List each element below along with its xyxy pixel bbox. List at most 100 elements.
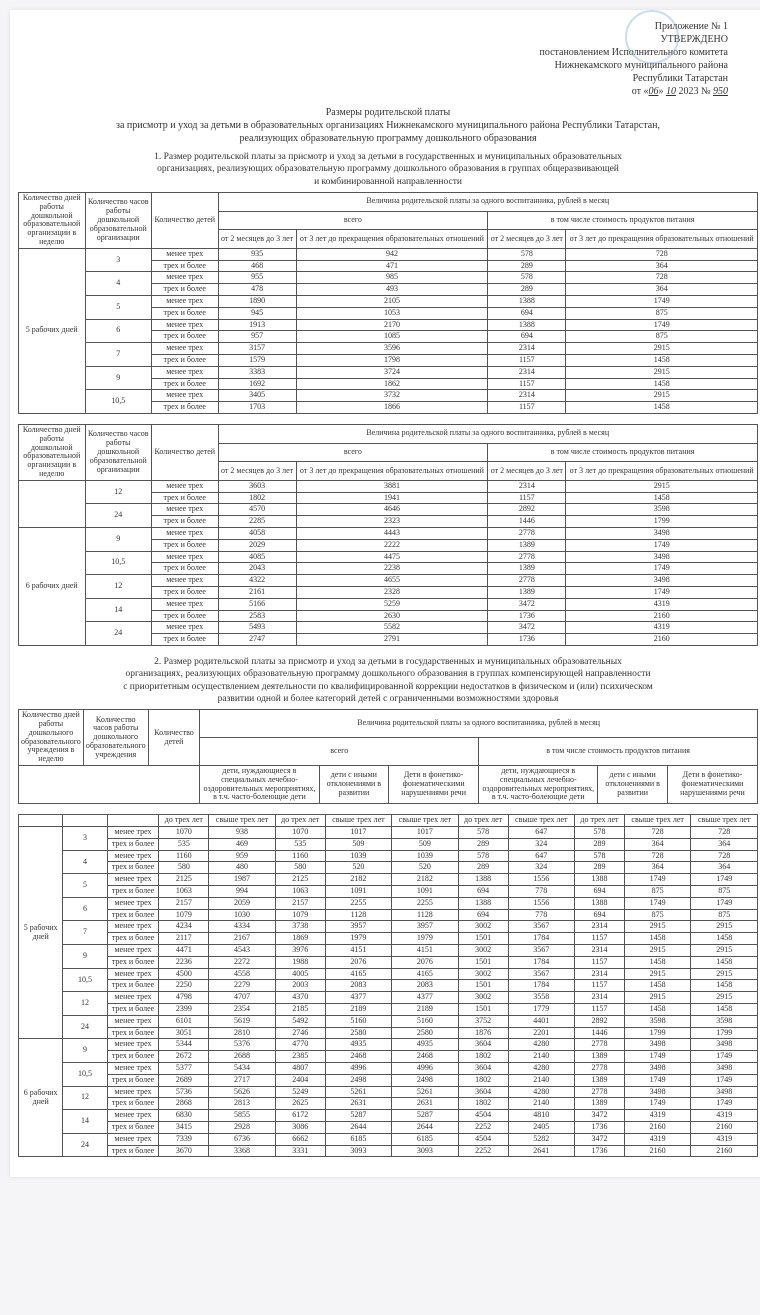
data-cell: 3957 [392,921,458,933]
data-cell: 1388 [575,874,625,886]
data-cell: 1802 [458,1074,508,1086]
data-cell: менее трех [152,366,219,378]
data-cell: 1063 [275,886,325,898]
data-cell: 1458 [624,933,690,945]
data-cell: 1458 [624,980,690,992]
data-cell: менее трех [107,1086,159,1098]
data-cell: 2405 [508,1121,574,1133]
data-cell: 2468 [392,1051,458,1063]
data-cell: 2105 [296,296,488,308]
table-row: 10,5менее трех4085447527783498 [19,551,758,563]
data-cell: 289 [488,260,566,272]
data-cell: 3498 [691,1062,758,1074]
data-cell: 1749 [691,1074,758,1086]
data-cell: трех и более [107,1051,159,1063]
table-row: 24менее трех5493558234724319 [19,622,758,634]
data-cell: менее трех [152,343,219,355]
data-cell: 4475 [296,551,488,563]
data-cell: 2689 [159,1074,209,1086]
data-cell: 3670 [159,1145,209,1157]
data-cell: 728 [566,248,758,260]
data-cell: менее трех [152,272,219,284]
th-children: Количество детей [152,193,219,249]
data-cell: трех и более [152,516,219,528]
data-cell: 1389 [575,1051,625,1063]
approval-day: 06 [648,86,658,97]
data-cell: 875 [566,331,758,343]
data-cell: 3002 [458,921,508,933]
data-cell: 2279 [209,980,275,992]
data-cell: трех и более [152,610,219,622]
data-cell: 364 [566,260,758,272]
data-cell: 1749 [691,1051,758,1063]
approval-date-pre: от « [632,86,649,97]
data-cell: 6185 [325,1133,391,1145]
data-cell: 578 [575,850,625,862]
data-cell: 728 [691,850,758,862]
data-cell: 2778 [488,527,566,539]
data-cell: 1091 [392,886,458,898]
hours-cell: 14 [63,1110,107,1134]
data-cell: 1979 [325,933,391,945]
data-cell: 2791 [296,634,488,646]
data-cell: 1869 [275,933,325,945]
data-cell: 2314 [488,343,566,355]
hours-cell: 12 [85,575,152,599]
data-cell: 289 [575,862,625,874]
data-cell: 4319 [691,1110,758,1122]
data-cell: 5166 [218,598,296,610]
data-cell: трех и более [152,492,219,504]
data-cell: 2915 [566,480,758,492]
data-cell: 2810 [209,1027,275,1039]
days-cell [19,480,86,527]
data-cell: 1876 [458,1027,508,1039]
data-cell: 3567 [508,921,574,933]
data-cell: трех и более [107,933,159,945]
th-fee: Величина родительской платы за одного во… [218,193,758,212]
data-cell: 1128 [325,909,391,921]
doc-title: Размеры родительской платы за присмотр и… [18,106,758,145]
table-row: трех и более1063994106310911091694778694… [19,886,758,898]
data-cell: менее трех [152,551,219,563]
data-cell: 4085 [218,551,296,563]
data-cell: 578 [575,827,625,839]
data-cell: 3472 [488,622,566,634]
data-cell: 289 [575,838,625,850]
data-cell: 2644 [392,1121,458,1133]
data-cell: трех и более [152,563,219,575]
data-cell: 2189 [325,1004,391,1016]
data-cell: 875 [624,909,690,921]
data-cell: 1389 [488,586,566,598]
data-cell: 1749 [624,1074,690,1086]
data-cell: 2498 [392,1074,458,1086]
data-cell: 994 [209,886,275,898]
data-cell: 2029 [218,539,296,551]
data-cell: 3472 [488,598,566,610]
data-cell: 3498 [691,1086,758,1098]
data-cell: 3498 [624,1039,690,1051]
data-cell: 535 [275,838,325,850]
table-row: трех и более3051281027462580258018762201… [19,1027,758,1039]
data-cell: 4280 [508,1039,574,1051]
hours-cell: 3 [63,827,107,851]
data-cell: 3976 [275,945,325,957]
data-cell: 1749 [624,1098,690,1110]
data-cell: 2892 [488,504,566,516]
th-c2b: от 3 лет до прекращения образовательных … [566,230,758,249]
th-days: Количество дней работы дошкольного образ… [19,710,84,766]
data-cell: 6185 [392,1133,458,1145]
data-cell: 2915 [624,945,690,957]
data-cell: менее трех [107,1133,159,1145]
data-cell: 2182 [392,874,458,886]
section1-title: 1. Размер родительской платы за присмотр… [18,151,758,188]
data-cell: 2631 [325,1098,391,1110]
data-cell: 1017 [325,827,391,839]
th-children: Количество детей [148,710,200,766]
days-cell: 5 рабочих дней [19,248,86,413]
data-cell: 3724 [296,366,488,378]
data-cell: менее трех [107,874,159,886]
data-cell: 694 [488,307,566,319]
data-cell: менее трех [152,296,219,308]
table-row: трех и более5804805805205202893242893643… [19,862,758,874]
data-cell: 2314 [488,480,566,492]
